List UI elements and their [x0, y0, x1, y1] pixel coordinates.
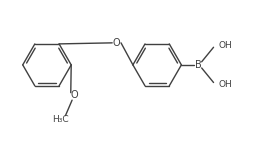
- Text: OH: OH: [219, 80, 233, 89]
- Text: OH: OH: [219, 41, 233, 50]
- Text: B: B: [195, 60, 201, 70]
- Text: O: O: [70, 90, 78, 100]
- Text: H₃C: H₃C: [52, 115, 69, 124]
- Text: O: O: [113, 38, 121, 48]
